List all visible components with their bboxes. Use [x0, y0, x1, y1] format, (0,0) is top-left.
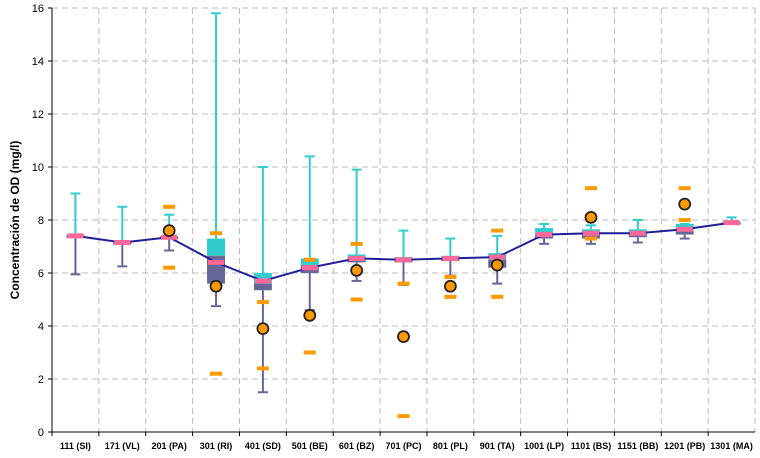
orange-dash-marker	[210, 371, 223, 376]
y-tick-label: 6	[38, 268, 44, 280]
orange-point	[678, 197, 692, 211]
mean-marker	[301, 265, 318, 271]
mean-marker	[254, 278, 271, 284]
x-tick-label: 701 (PC)	[385, 441, 421, 451]
mean-marker	[161, 234, 178, 240]
x-tick-label: 901 (TA)	[480, 441, 515, 451]
orange-point	[209, 279, 223, 293]
mean-marker	[676, 226, 693, 232]
x-tick-label: 1201 (PB)	[664, 441, 705, 451]
x-tick-label: 301 (RI)	[200, 441, 233, 451]
mean-marker	[114, 240, 131, 246]
orange-dash-marker	[303, 257, 316, 262]
orange-dash-marker	[210, 231, 223, 236]
orange-dash-marker	[397, 281, 410, 286]
x-tick-label: 1151 (BB)	[617, 441, 658, 451]
y-axis: 0 2 4 6 8 10 12 14 16	[32, 3, 53, 439]
orange-dash-marker	[678, 186, 691, 191]
x-tick-label: 201 (PA)	[151, 441, 186, 451]
y-tick-label: 14	[32, 56, 44, 68]
orange-dash-marker	[397, 414, 410, 419]
orange-point	[397, 330, 410, 344]
orange-dash-marker	[256, 300, 269, 305]
x-tick-label: 111 (SI)	[60, 441, 91, 451]
orange-dash-marker	[584, 236, 597, 241]
y-tick-label: 12	[32, 109, 44, 121]
mean-marker	[395, 257, 412, 263]
x-tick-label: 801 (PL)	[433, 441, 468, 451]
y-tick-label: 16	[32, 3, 44, 15]
orange-point	[350, 263, 364, 277]
grid	[52, 7, 756, 432]
orange-dash-marker	[491, 228, 504, 233]
x-tick-label: 401 (SD)	[245, 441, 281, 451]
x-tick-label: 171 (VL)	[105, 441, 140, 451]
x-tick-label: 1101 (BS)	[571, 441, 612, 451]
y-tick-label: 10	[32, 162, 44, 174]
x-tick-label: 1001 (LP)	[524, 441, 564, 451]
orange-point	[443, 279, 457, 293]
upper-box	[207, 238, 226, 256]
x-axis: 111 (SI) 171 (VL) 201 (PA) 301 (RI) 401 (SD)…	[51, 431, 755, 451]
upper-box	[253, 273, 272, 284]
mean-marker	[489, 254, 506, 260]
y-tick-label: 2	[38, 374, 44, 386]
mean-marker	[629, 230, 646, 236]
orange-dash-marker	[350, 241, 363, 246]
x-tick-label: 501 (BE)	[292, 441, 328, 451]
orange-dash-marker	[303, 350, 316, 355]
orange-dash-marker	[491, 294, 504, 299]
mean-marker	[348, 255, 365, 261]
mean-marker	[67, 233, 84, 239]
boxes	[66, 12, 741, 419]
lower-box	[253, 283, 272, 291]
orange-dash-marker	[163, 204, 176, 209]
x-tick-label: 601 (BZ)	[339, 441, 375, 451]
y-axis-label: Concentración de OD (mg/l)	[8, 141, 22, 300]
orange-point	[303, 308, 317, 322]
orange-point	[584, 210, 598, 224]
mean-marker	[723, 220, 740, 226]
mean-marker	[536, 232, 553, 238]
orange-dash-marker	[350, 297, 363, 302]
mean-marker	[208, 259, 225, 265]
x-tick-label: 1301 (MA)	[710, 441, 753, 451]
orange-dash-marker	[163, 265, 176, 270]
y-tick-label: 4	[38, 321, 44, 333]
mean-marker	[582, 230, 599, 236]
upper-box	[535, 227, 554, 235]
orange-dash-marker	[444, 294, 457, 299]
orange-point	[490, 258, 504, 272]
orange-dash-marker	[444, 274, 457, 279]
orange-point	[162, 224, 176, 238]
mean-marker	[442, 255, 459, 261]
y-tick-label: 8	[38, 215, 44, 227]
y-tick-label: 0	[38, 427, 44, 439]
orange-dash-marker	[584, 186, 597, 191]
orange-point	[256, 322, 270, 336]
lower-box	[675, 230, 694, 235]
orange-dash-marker	[678, 218, 691, 222]
orange-dash-marker	[256, 366, 269, 371]
